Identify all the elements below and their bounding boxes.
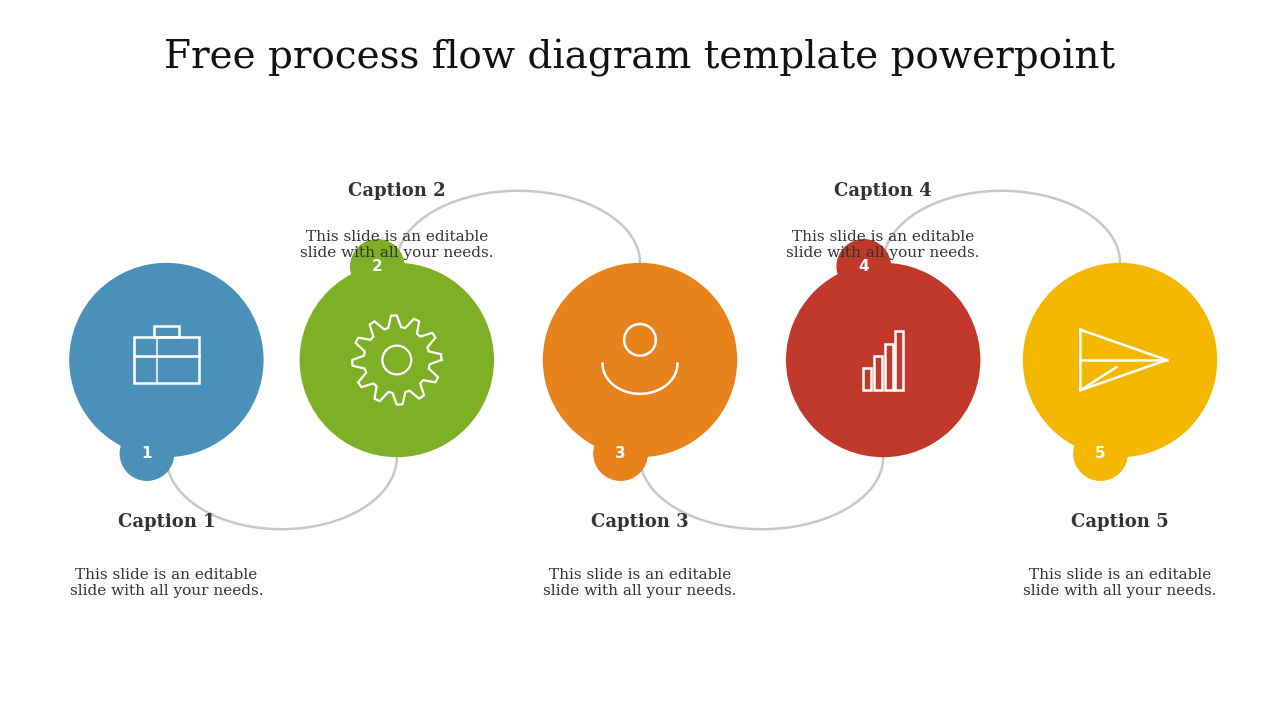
Text: 5: 5 <box>1096 446 1106 461</box>
Text: This slide is an editable
slide with all your needs.: This slide is an editable slide with all… <box>786 230 980 260</box>
Ellipse shape <box>1023 263 1217 457</box>
Ellipse shape <box>593 426 648 481</box>
Text: 4: 4 <box>859 259 869 274</box>
Ellipse shape <box>349 239 404 294</box>
Ellipse shape <box>786 263 980 457</box>
Text: This slide is an editable
slide with all your needs.: This slide is an editable slide with all… <box>300 230 494 260</box>
Text: 2: 2 <box>372 259 383 274</box>
Text: Caption 4: Caption 4 <box>835 181 932 199</box>
Ellipse shape <box>1073 426 1128 481</box>
Text: This slide is an editable
slide with all your needs.: This slide is an editable slide with all… <box>543 568 737 598</box>
Ellipse shape <box>300 263 494 457</box>
Text: Caption 3: Caption 3 <box>591 513 689 531</box>
Text: 1: 1 <box>142 446 152 461</box>
Text: Free process flow diagram template powerpoint: Free process flow diagram template power… <box>164 39 1116 76</box>
Text: This slide is an editable
slide with all your needs.: This slide is an editable slide with all… <box>69 568 264 598</box>
Text: Caption 1: Caption 1 <box>118 513 215 531</box>
Text: 3: 3 <box>616 446 626 461</box>
Ellipse shape <box>836 239 891 294</box>
Ellipse shape <box>69 263 264 457</box>
Text: Caption 5: Caption 5 <box>1071 513 1169 531</box>
Text: Caption 2: Caption 2 <box>348 181 445 199</box>
Ellipse shape <box>119 426 174 481</box>
Ellipse shape <box>543 263 737 457</box>
Text: This slide is an editable
slide with all your needs.: This slide is an editable slide with all… <box>1023 568 1217 598</box>
